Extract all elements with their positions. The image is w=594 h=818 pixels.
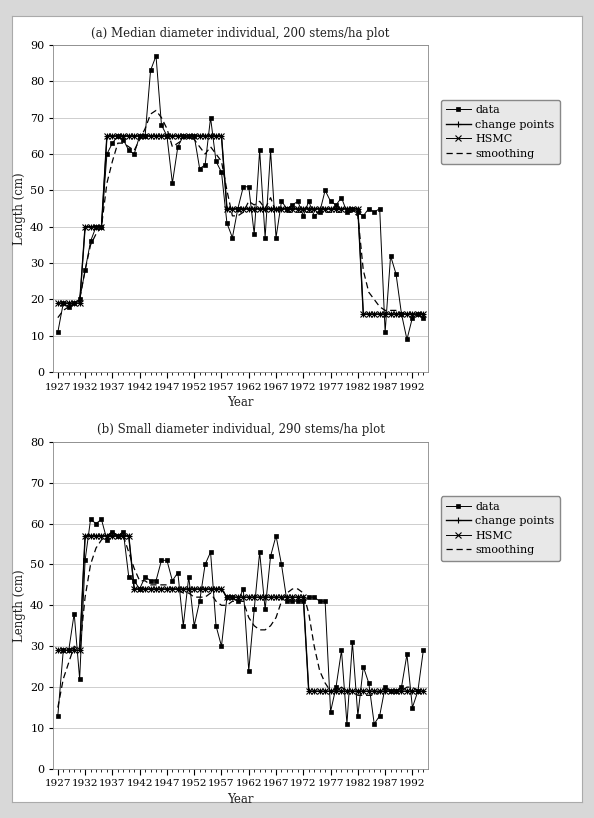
smoothing [267,621,274,631]
data [420,312,427,322]
change points [393,309,400,319]
smoothing [267,193,274,203]
smoothing [420,309,427,319]
smoothing [273,207,280,217]
HSMC [420,309,427,319]
Legend: data, change points, HSMC, smoothing: data, change points, HSMC, smoothing [441,497,560,561]
Line: smoothing: smoothing [58,532,424,708]
change points [81,531,89,541]
smoothing [213,149,220,159]
data [398,682,405,692]
smoothing [141,124,148,133]
change points [327,686,334,696]
HSMC [349,204,356,213]
HSMC [311,686,318,696]
HSMC [305,204,312,213]
HSMC [393,686,400,696]
data [54,327,61,337]
Title: (a) Median diameter individual, 200 stems/ha plot: (a) Median diameter individual, 200 stem… [91,27,390,39]
HSMC [393,309,400,319]
data [354,711,361,721]
Title: (b) Small diameter individual, 290 stems/ha plot: (b) Small diameter individual, 290 stems… [97,424,384,436]
HSMC [420,686,427,696]
Line: change points: change points [55,533,426,694]
change points [354,686,361,696]
smoothing [54,703,61,712]
smoothing [387,686,394,696]
Line: HSMC: HSMC [55,133,426,317]
HSMC [327,686,334,696]
smoothing [420,686,427,696]
data [153,51,160,61]
data [381,327,388,337]
data [387,251,394,261]
HSMC [305,686,312,696]
Line: change points: change points [55,133,426,317]
change points [387,309,394,319]
change points [305,204,312,213]
HSMC [103,131,110,141]
data [305,592,312,602]
change points [398,309,405,319]
data [321,186,328,196]
data [393,269,400,279]
smoothing [273,613,280,622]
smoothing [387,305,394,315]
HSMC [81,531,89,541]
data [387,686,394,696]
HSMC [321,204,328,213]
data [305,196,312,206]
data [54,711,61,721]
Line: HSMC: HSMC [55,533,426,694]
HSMC [398,686,405,696]
data [343,719,350,729]
data [403,335,410,344]
Y-axis label: Length (cm): Length (cm) [13,173,26,245]
change points [321,204,328,213]
change points [398,686,405,696]
smoothing [147,580,154,590]
X-axis label: Year: Year [228,793,254,806]
smoothing [54,312,61,322]
change points [103,131,110,141]
change points [420,686,427,696]
HSMC [54,299,61,308]
data [420,645,427,655]
HSMC [360,309,367,319]
smoothing [153,106,160,115]
Line: data: data [56,517,425,726]
change points [54,645,61,655]
HSMC [398,309,405,319]
smoothing [141,576,148,586]
change points [360,309,367,319]
change points [387,686,394,696]
HSMC [387,686,394,696]
smoothing [109,527,116,537]
smoothing [213,596,220,606]
change points [305,686,312,696]
smoothing [136,135,143,145]
HSMC [54,645,61,655]
change points [349,204,356,213]
data [87,515,94,524]
Legend: data, change points, HSMC, smoothing: data, change points, HSMC, smoothing [441,100,560,164]
change points [54,299,61,308]
data [349,204,356,213]
Line: smoothing: smoothing [58,110,424,317]
Y-axis label: Length (cm): Length (cm) [13,569,26,641]
data [393,686,400,696]
HSMC [387,309,394,319]
change points [393,686,400,696]
change points [420,309,427,319]
Line: data: data [56,54,425,342]
X-axis label: Year: Year [228,396,254,409]
data [321,596,328,606]
HSMC [354,686,361,696]
change points [311,686,318,696]
